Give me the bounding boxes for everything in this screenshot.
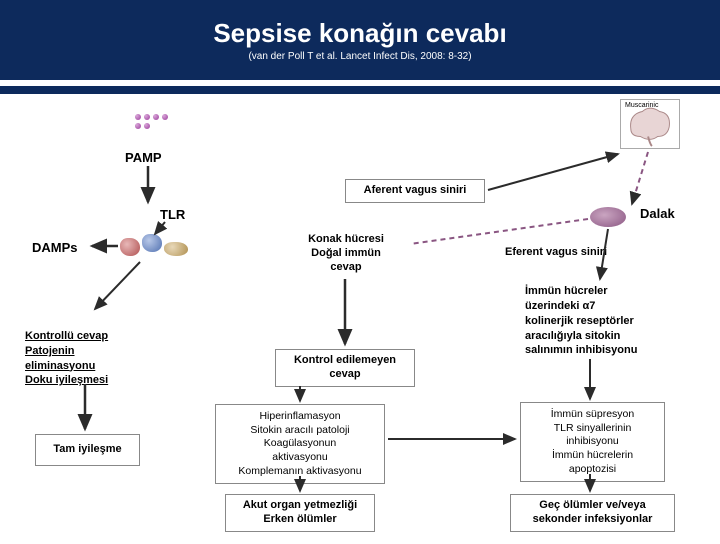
aferent-box: Aferent vagus siniri xyxy=(345,179,485,203)
akut-box: Akut organ yetmezliği Erken ölümler xyxy=(225,494,375,532)
pamp-label: PAMP xyxy=(125,150,162,165)
pathogen-icon xyxy=(135,114,175,129)
tlr-label: TLR xyxy=(160,207,185,222)
damps-label: DAMPs xyxy=(32,240,78,255)
citation: (van der Poll T et al. Lancet Infect Dis… xyxy=(248,51,471,62)
gec-box: Geç ölümler ve/veya sekonder infeksiyonl… xyxy=(510,494,675,532)
eferent-label: Eferent vagus siniri xyxy=(505,246,607,258)
header: Sepsise konağın cevabı (van der Poll T e… xyxy=(0,0,720,80)
supresyon-list: İmmün süpresyon TLR sinyallerinin inhibi… xyxy=(520,402,665,482)
host-cells-icon xyxy=(120,234,190,264)
kontrol-box: Kontrol edilemeyen cevap xyxy=(275,349,415,387)
kontrollu-text: Kontrollü cevap Patojenin eliminasyonu D… xyxy=(25,329,108,388)
immun-block: İmmün hücreler üzerindeki α7 kolinerjik … xyxy=(525,284,695,358)
konak-text: Konak hücresi Doğal immün cevap xyxy=(308,233,384,273)
tam-box: Tam iyileşme xyxy=(35,434,140,466)
hiper-list: Hiperinflamasyon Sitokin aracılı patoloj… xyxy=(215,404,385,484)
brain-caption: Muscarinic xyxy=(625,102,658,109)
kontrol-text: Kontrol edilemeyen cevap xyxy=(294,354,396,380)
konak-box: Konak hücresi Doğal immün cevap xyxy=(291,229,401,278)
dalak-label: Dalak xyxy=(640,206,675,221)
kontrollu-block: Kontrollü cevap Patojenin eliminasyonu D… xyxy=(25,314,108,403)
diagram-canvas: Muscarinic PAMP Aferent vagus siniri TLR… xyxy=(0,94,720,544)
accent-bar xyxy=(0,86,720,94)
page-title: Sepsise konağın cevabı xyxy=(213,18,506,49)
spleen-icon xyxy=(590,207,626,227)
